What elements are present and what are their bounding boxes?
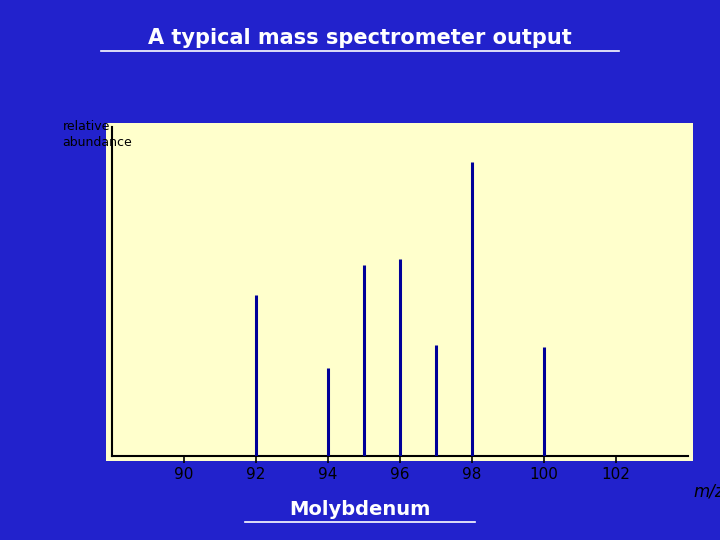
Text: m/z: m/z [693,483,720,501]
Text: A typical mass spectrometer output: A typical mass spectrometer output [148,28,572,48]
Text: Molybdenum: Molybdenum [289,500,431,519]
Text: relative
abundance: relative abundance [63,120,132,150]
